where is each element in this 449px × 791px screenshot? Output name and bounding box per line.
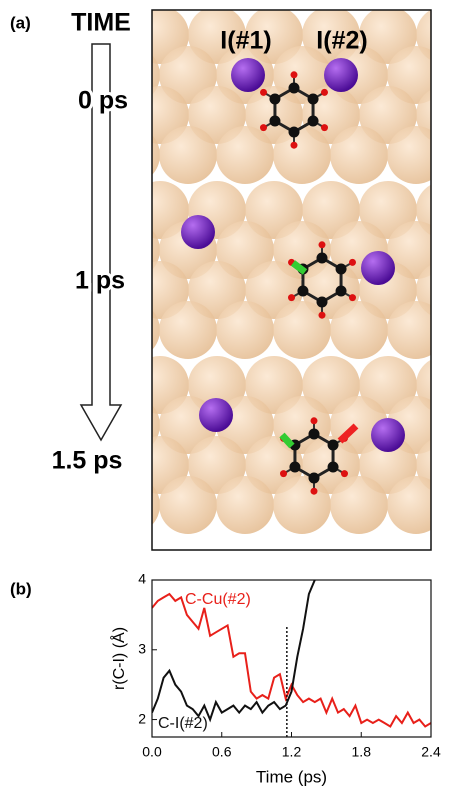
c-atom — [308, 116, 319, 127]
cu-atom — [330, 126, 388, 184]
c-atom — [289, 83, 300, 94]
panel-label: (a) — [10, 13, 31, 32]
time-label: 1.5 ps — [52, 447, 123, 475]
h-atom — [321, 89, 328, 96]
c-atom — [317, 297, 328, 308]
atom-label: I(#2) — [316, 27, 367, 55]
cu-atom — [159, 126, 217, 184]
c-atom — [328, 440, 339, 451]
h-atom — [291, 142, 298, 149]
c-atom — [336, 286, 347, 297]
time-label: 0 ps — [78, 87, 128, 115]
h-atom — [288, 294, 295, 301]
h-atom — [311, 488, 318, 495]
cu-atom — [387, 476, 445, 534]
c-atom — [317, 253, 328, 264]
x-tick-label: 2.4 — [421, 744, 441, 760]
cu-atom — [387, 301, 445, 359]
cu-atom — [444, 46, 449, 104]
chart: 0.0 0.6 1.2 1.8 2.4 2 3 4 C-Cu(#2) C-I(#2) Time (p… — [109, 571, 441, 787]
c-atom — [309, 429, 320, 440]
series-line — [152, 594, 431, 727]
x-tick-label: 1.2 — [282, 744, 302, 760]
x-tick-label: 1.8 — [352, 744, 372, 760]
h-atom — [260, 124, 267, 131]
h-atom — [280, 470, 287, 477]
snapshots — [74, 6, 449, 534]
x-tick-label: 0.0 — [142, 744, 162, 760]
h-atom — [349, 259, 356, 266]
cu-atom — [216, 301, 274, 359]
cu-atom — [273, 476, 331, 534]
h-atom — [319, 312, 326, 319]
time-title: TIME — [71, 9, 131, 37]
h-atom — [260, 89, 267, 96]
c-atom — [328, 462, 339, 473]
atom-label: I(#1) — [220, 27, 271, 55]
cu-atom — [444, 396, 449, 454]
y-tick-label: 2 — [138, 710, 146, 726]
cu-atom — [216, 476, 274, 534]
c-atom — [269, 116, 280, 127]
y-axis-title: r(C-I) (Å) — [109, 627, 128, 690]
cu-atom — [330, 476, 388, 534]
c-atom — [297, 286, 308, 297]
h-atom — [319, 241, 326, 248]
cu-atom — [216, 126, 274, 184]
h-atom — [341, 470, 348, 477]
x-tick-label: 0.6 — [212, 744, 232, 760]
legend-label: C-I(#2) — [158, 715, 208, 732]
c-atom — [289, 127, 300, 138]
cu-atom — [159, 476, 217, 534]
c-atom — [308, 94, 319, 105]
c-atom — [289, 462, 300, 473]
iodine-atom — [324, 58, 358, 92]
iodine-atom — [231, 58, 265, 92]
cu-atom — [159, 301, 217, 359]
x-axis-title: Time (ps) — [256, 767, 327, 786]
iodine-atom — [181, 215, 215, 249]
cu-atom — [273, 126, 331, 184]
h-atom — [311, 417, 318, 424]
cu-atom — [444, 301, 449, 359]
c-atom — [269, 94, 280, 105]
cu-atom — [387, 126, 445, 184]
panel-label: (b) — [10, 579, 32, 598]
cu-atom — [444, 126, 449, 184]
iodine-atom — [371, 418, 405, 452]
y-tick-label: 3 — [138, 640, 146, 656]
h-atom — [291, 71, 298, 78]
cu-atom — [330, 301, 388, 359]
legend-label: C-Cu(#2) — [185, 591, 251, 608]
y-tick-label: 4 — [138, 571, 146, 587]
figure: (a) TIME 0 ps 1 ps 1.5 ps I(#1) I(#2) (b… — [0, 0, 449, 791]
cu-atom — [444, 476, 449, 534]
h-atom — [349, 294, 356, 301]
c-atom — [336, 264, 347, 275]
c-atom — [309, 473, 320, 484]
iodine-atom — [199, 398, 233, 432]
time-label: 1 ps — [75, 267, 125, 295]
iodine-atom — [361, 251, 395, 285]
h-atom — [321, 124, 328, 131]
cu-atom — [444, 221, 449, 279]
